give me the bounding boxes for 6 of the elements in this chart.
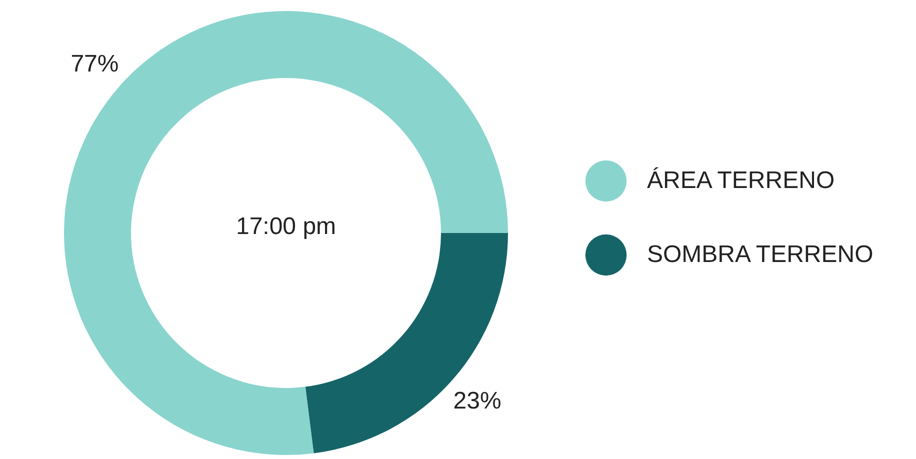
donut-slice [64,11,508,455]
data-label: 23% [453,388,502,415]
data-label: 77% [70,50,119,78]
text: 17:00 pm [236,213,336,240]
legend-label: ÁREA TERRENO [647,167,835,194]
legend-label: SOMBRA TERRENO [647,241,874,268]
